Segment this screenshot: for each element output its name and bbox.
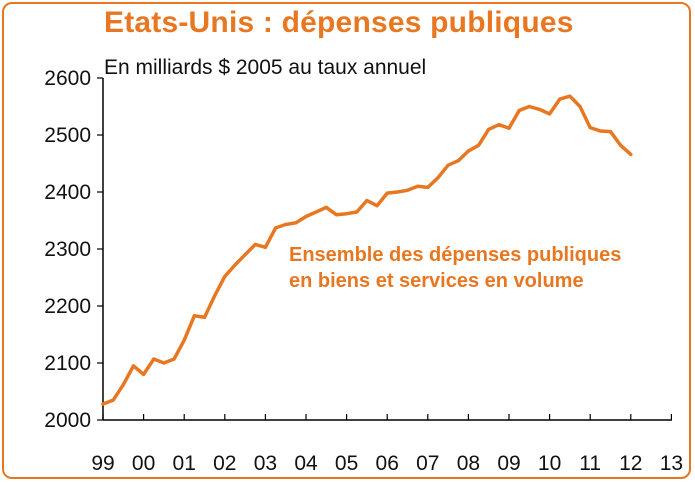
data-point (395, 190, 399, 194)
data-point (619, 143, 623, 147)
data-point (608, 129, 613, 134)
data-point (426, 185, 430, 190)
data-point (578, 104, 582, 109)
y-tick-label: 2600 (44, 67, 91, 90)
data-point (558, 97, 562, 101)
x-tick-label: 06 (376, 452, 399, 475)
data-point (517, 108, 521, 113)
data-point (142, 372, 146, 376)
annotation-line-2: en biens et services en volume (289, 270, 584, 292)
data-point (497, 123, 501, 127)
data-point (223, 274, 227, 278)
data-point (253, 242, 257, 247)
data-point (487, 127, 491, 131)
data-point (162, 361, 166, 365)
data-point (314, 210, 318, 214)
y-tick-label: 2000 (44, 409, 91, 432)
annotation-line-1: Ensemble des dépenses publiques (289, 244, 621, 266)
chart-frame (2, 2, 691, 479)
x-tick-label: 09 (497, 452, 520, 475)
data-point (466, 149, 470, 153)
x-tick-label: 13 (660, 452, 683, 475)
data-point (568, 94, 572, 98)
y-tick-label: 2100 (44, 352, 91, 375)
data-point (233, 263, 237, 267)
x-tick-label: 99 (91, 452, 114, 475)
data-point (588, 125, 592, 130)
data-point (598, 129, 602, 133)
data-point (324, 205, 328, 209)
x-tick-label: 11 (579, 452, 601, 475)
y-tick-label: 2500 (44, 124, 91, 147)
data-point (202, 315, 207, 319)
x-tick-label: 05 (335, 452, 358, 475)
data-point (243, 253, 247, 257)
data-point (527, 104, 531, 109)
x-tick-label: 04 (294, 452, 318, 475)
data-point (121, 383, 125, 387)
data-point (334, 213, 339, 217)
data-point (273, 226, 278, 230)
x-tick-label: 08 (457, 452, 480, 475)
data-point (375, 204, 379, 208)
data-point (263, 245, 267, 249)
data-point (365, 198, 369, 203)
data-point (152, 357, 156, 361)
data-point (385, 191, 389, 195)
x-tick-label: 03 (254, 452, 277, 475)
data-point (172, 357, 176, 361)
x-tick-label: 10 (538, 452, 561, 475)
data-point (355, 210, 359, 214)
data-point (304, 214, 308, 219)
data-point (537, 107, 542, 111)
chart-subtitle: En milliards $ 2005 au taux annuel (104, 56, 427, 79)
data-point (405, 188, 410, 192)
data-point (456, 159, 460, 163)
x-tick-label: 00 (132, 452, 155, 475)
x-tick-label: 01 (173, 452, 196, 475)
data-point (436, 176, 440, 180)
data-point (629, 152, 633, 156)
data-point (416, 184, 420, 188)
data-point (111, 398, 115, 402)
data-point (182, 338, 186, 342)
data-point (345, 212, 349, 216)
data-point (101, 402, 105, 406)
data-point (131, 364, 136, 368)
data-point (476, 143, 481, 147)
x-tick-label: 07 (416, 452, 439, 475)
y-tick-label: 2300 (44, 238, 91, 261)
y-axis: 2000 2100 2200 2300 2400 2500 2600 (44, 67, 103, 432)
data-point (284, 222, 288, 227)
data-point (507, 126, 511, 130)
data-point (548, 112, 552, 116)
series-group (101, 94, 633, 406)
data-point (294, 221, 298, 225)
data-point (446, 163, 450, 167)
y-tick-label: 2400 (44, 181, 91, 204)
data-point (213, 294, 217, 298)
x-axis: 99 00 01 02 03 04 05 06 07 08 09 10 11 12 13 (91, 414, 683, 475)
chart-title: Etats-Unis : dépenses publiques (104, 6, 574, 39)
y-tick-label: 2200 (44, 295, 91, 318)
x-tick-label: 12 (619, 452, 642, 475)
x-tick-label: 02 (213, 452, 236, 475)
data-point (192, 314, 196, 318)
